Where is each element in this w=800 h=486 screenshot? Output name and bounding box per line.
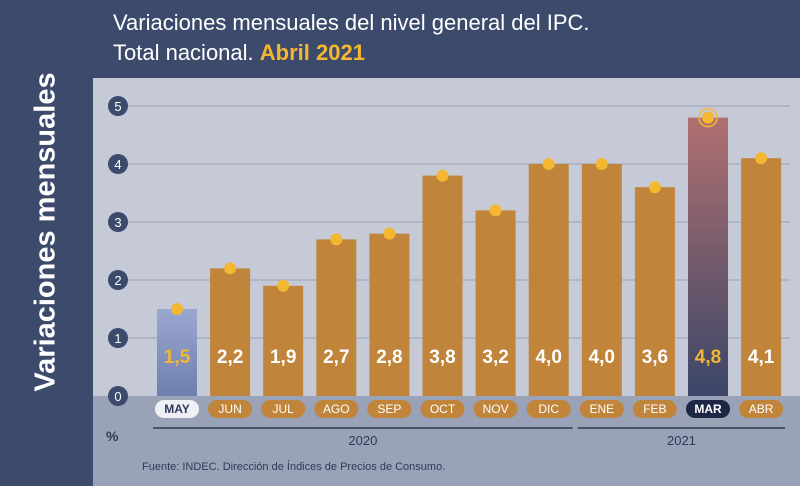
bar-top-dot [489, 204, 502, 217]
bar-top-dot [330, 233, 343, 246]
bar [422, 175, 463, 396]
y-tick-marker [108, 96, 128, 116]
sidebar-panel: Variaciones mensuales [0, 0, 93, 486]
x-tick-label: ENE [589, 402, 614, 416]
month-pill [367, 400, 412, 418]
x-tick-label: JUL [273, 402, 295, 416]
bar [263, 285, 304, 396]
year-label: 2020 [348, 433, 377, 448]
month-pill [208, 400, 253, 418]
x-tick-label: OCT [430, 402, 456, 416]
x-tick-label: MAR [694, 402, 722, 416]
bar [741, 158, 782, 396]
y-tick-marker [108, 154, 128, 174]
y-tick-marker [108, 328, 128, 348]
bar-value-label: 2,7 [323, 347, 349, 368]
bar-value-label: 3,8 [429, 347, 455, 368]
bar [210, 268, 251, 396]
title-line-1: Variaciones mensuales del nivel general … [113, 10, 590, 35]
bar-value-label: 3,6 [642, 347, 668, 368]
x-tick-label: JUN [218, 402, 241, 416]
y-tick-marker [108, 386, 128, 406]
y-tick-marker [108, 270, 128, 290]
bar-top-dot [171, 303, 183, 315]
bar [475, 210, 516, 396]
bar-top-dot [436, 169, 449, 182]
bar-value-label: 1,9 [270, 347, 296, 368]
month-pill [526, 400, 571, 418]
bar-top-dot [755, 152, 768, 165]
year-label: 2021 [667, 433, 696, 448]
chart-title: Variaciones mensuales del nivel general … [113, 8, 590, 68]
unit-label: % [106, 428, 119, 444]
bar-value-label: 2,2 [217, 347, 243, 368]
x-tick-label: SEP [377, 402, 401, 416]
x-tick-label: ABR [749, 402, 774, 416]
month-pill [739, 400, 784, 418]
title-line-2-highlight: Abril 2021 [259, 40, 365, 65]
bar-value-label: 4,0 [535, 347, 561, 368]
source-note: Fuente: INDEC. Dirección de Índices de P… [142, 461, 446, 473]
bar-value-label: 4,1 [748, 347, 775, 368]
x-tick-label: AGO [323, 402, 350, 416]
y-tick-label: 3 [114, 215, 121, 230]
month-pill [473, 400, 518, 418]
x-tick-label: MAY [164, 402, 190, 416]
month-pill [579, 400, 624, 418]
bar-top-dot [595, 158, 608, 170]
x-tick-label: DIC [538, 402, 559, 416]
bar [634, 187, 675, 396]
y-tick-label: 2 [114, 273, 121, 288]
y-tick-label: 5 [114, 99, 121, 114]
month-pill [632, 400, 677, 418]
month-pill [686, 400, 730, 418]
bar [528, 164, 569, 396]
bar-top-dot [277, 279, 290, 292]
title-line-2-prefix: Total nacional. [113, 40, 254, 65]
bar [688, 117, 728, 396]
bar [369, 233, 410, 396]
bar-top-dot [383, 227, 396, 240]
bar-value-label: 2,8 [376, 347, 402, 368]
chart-header: Variaciones mensuales del nivel general … [93, 0, 800, 78]
bar-value-label: 3,2 [482, 347, 508, 368]
bar [157, 309, 197, 396]
bar-top-dot [702, 111, 714, 124]
bar-value-label: 4,0 [589, 347, 615, 368]
y-tick-label: 1 [114, 331, 121, 346]
month-pill [420, 400, 465, 418]
bar-top-dot [224, 262, 237, 275]
bar-top-dot [648, 181, 661, 194]
bar-value-label: 4,8 [695, 347, 721, 368]
month-pill [261, 400, 306, 418]
bar-highlight-ring [698, 107, 718, 128]
bar-top-dot [542, 158, 555, 170]
month-pill [314, 400, 359, 418]
bar [581, 164, 622, 396]
bar [316, 239, 357, 396]
bar-value-label: 1,5 [164, 347, 191, 368]
month-pill [155, 400, 199, 418]
y-tick-label: 4 [114, 157, 121, 172]
y-tick-label: 0 [114, 389, 121, 404]
x-tick-label: NOV [483, 402, 509, 416]
y-tick-marker [108, 212, 128, 232]
x-tick-label: FEB [643, 402, 666, 416]
